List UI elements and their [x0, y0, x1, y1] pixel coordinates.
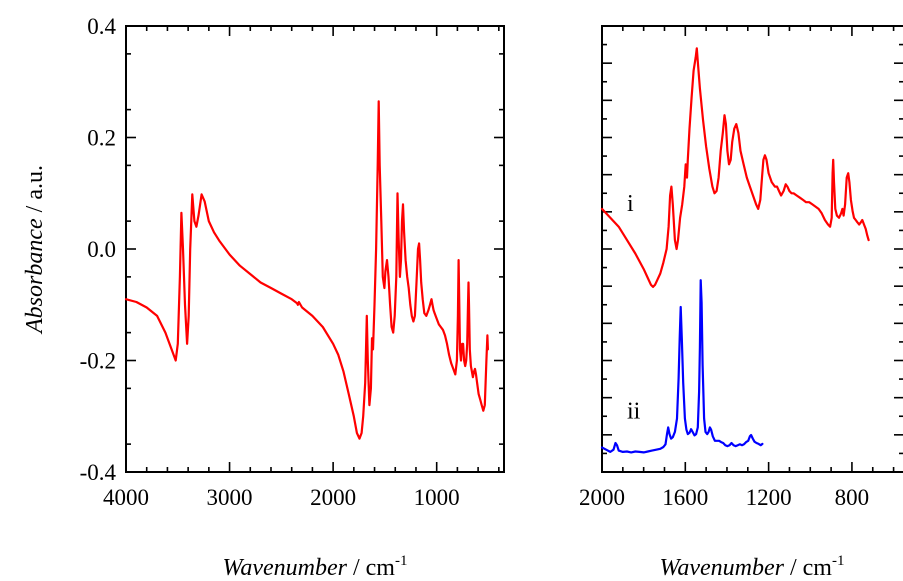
left-x-tick-label: 1000: [414, 485, 460, 510]
left-x-tick-label: 4000: [103, 485, 149, 510]
left-panel: 4000 3000 2000 1000 -0.4 -0.2 0.0 0.2 0.4 Wavenu…: [22, 14, 505, 581]
left-series-group: [124, 100, 489, 440]
series-label-ii: ii: [627, 398, 641, 424]
left-tick-labels: 4000 3000 2000 1000 -0.4 -0.2 0.0 0.2 0.4: [80, 14, 460, 510]
right-series-i: [600, 47, 870, 288]
right-x-tick-label: 800: [835, 485, 870, 510]
right-series-ii: [600, 279, 764, 454]
left-y-tick-label: -0.2: [80, 349, 116, 374]
series-label-i: i: [627, 191, 634, 217]
right-annotations: iii: [627, 191, 641, 424]
right-x-tick-label: 1200: [746, 485, 792, 510]
left-x-axis-title: Wavenumber / cm-1: [223, 553, 408, 581]
right-x-tick-label: 2000: [579, 485, 625, 510]
left-y-tick-label: 0.0: [87, 237, 116, 262]
right-plot-frame: [601, 25, 903, 473]
left-ticks: [125, 25, 504, 473]
right-ticks: [601, 25, 903, 473]
left-y-axis-title: Absorbance / a.u.: [22, 165, 48, 335]
right-tick-labels: 2000 1600 1200 800: [579, 485, 869, 510]
right-series-group: [600, 47, 870, 454]
right-x-axis-title: Wavenumber / cm-1: [660, 553, 845, 581]
left-x-tick-label: 3000: [207, 485, 253, 510]
right-panel: 2000 1600 1200 800 iii Wavenumber / cm-1: [579, 25, 903, 581]
left-y-tick-label: 0.2: [87, 126, 116, 151]
right-x-tick-label: 1600: [662, 485, 708, 510]
left-y-tick-label: 0.4: [87, 14, 116, 39]
left-x-tick-label: 2000: [310, 485, 356, 510]
left-series-0: [124, 100, 489, 440]
left-y-tick-label: -0.4: [80, 460, 117, 485]
